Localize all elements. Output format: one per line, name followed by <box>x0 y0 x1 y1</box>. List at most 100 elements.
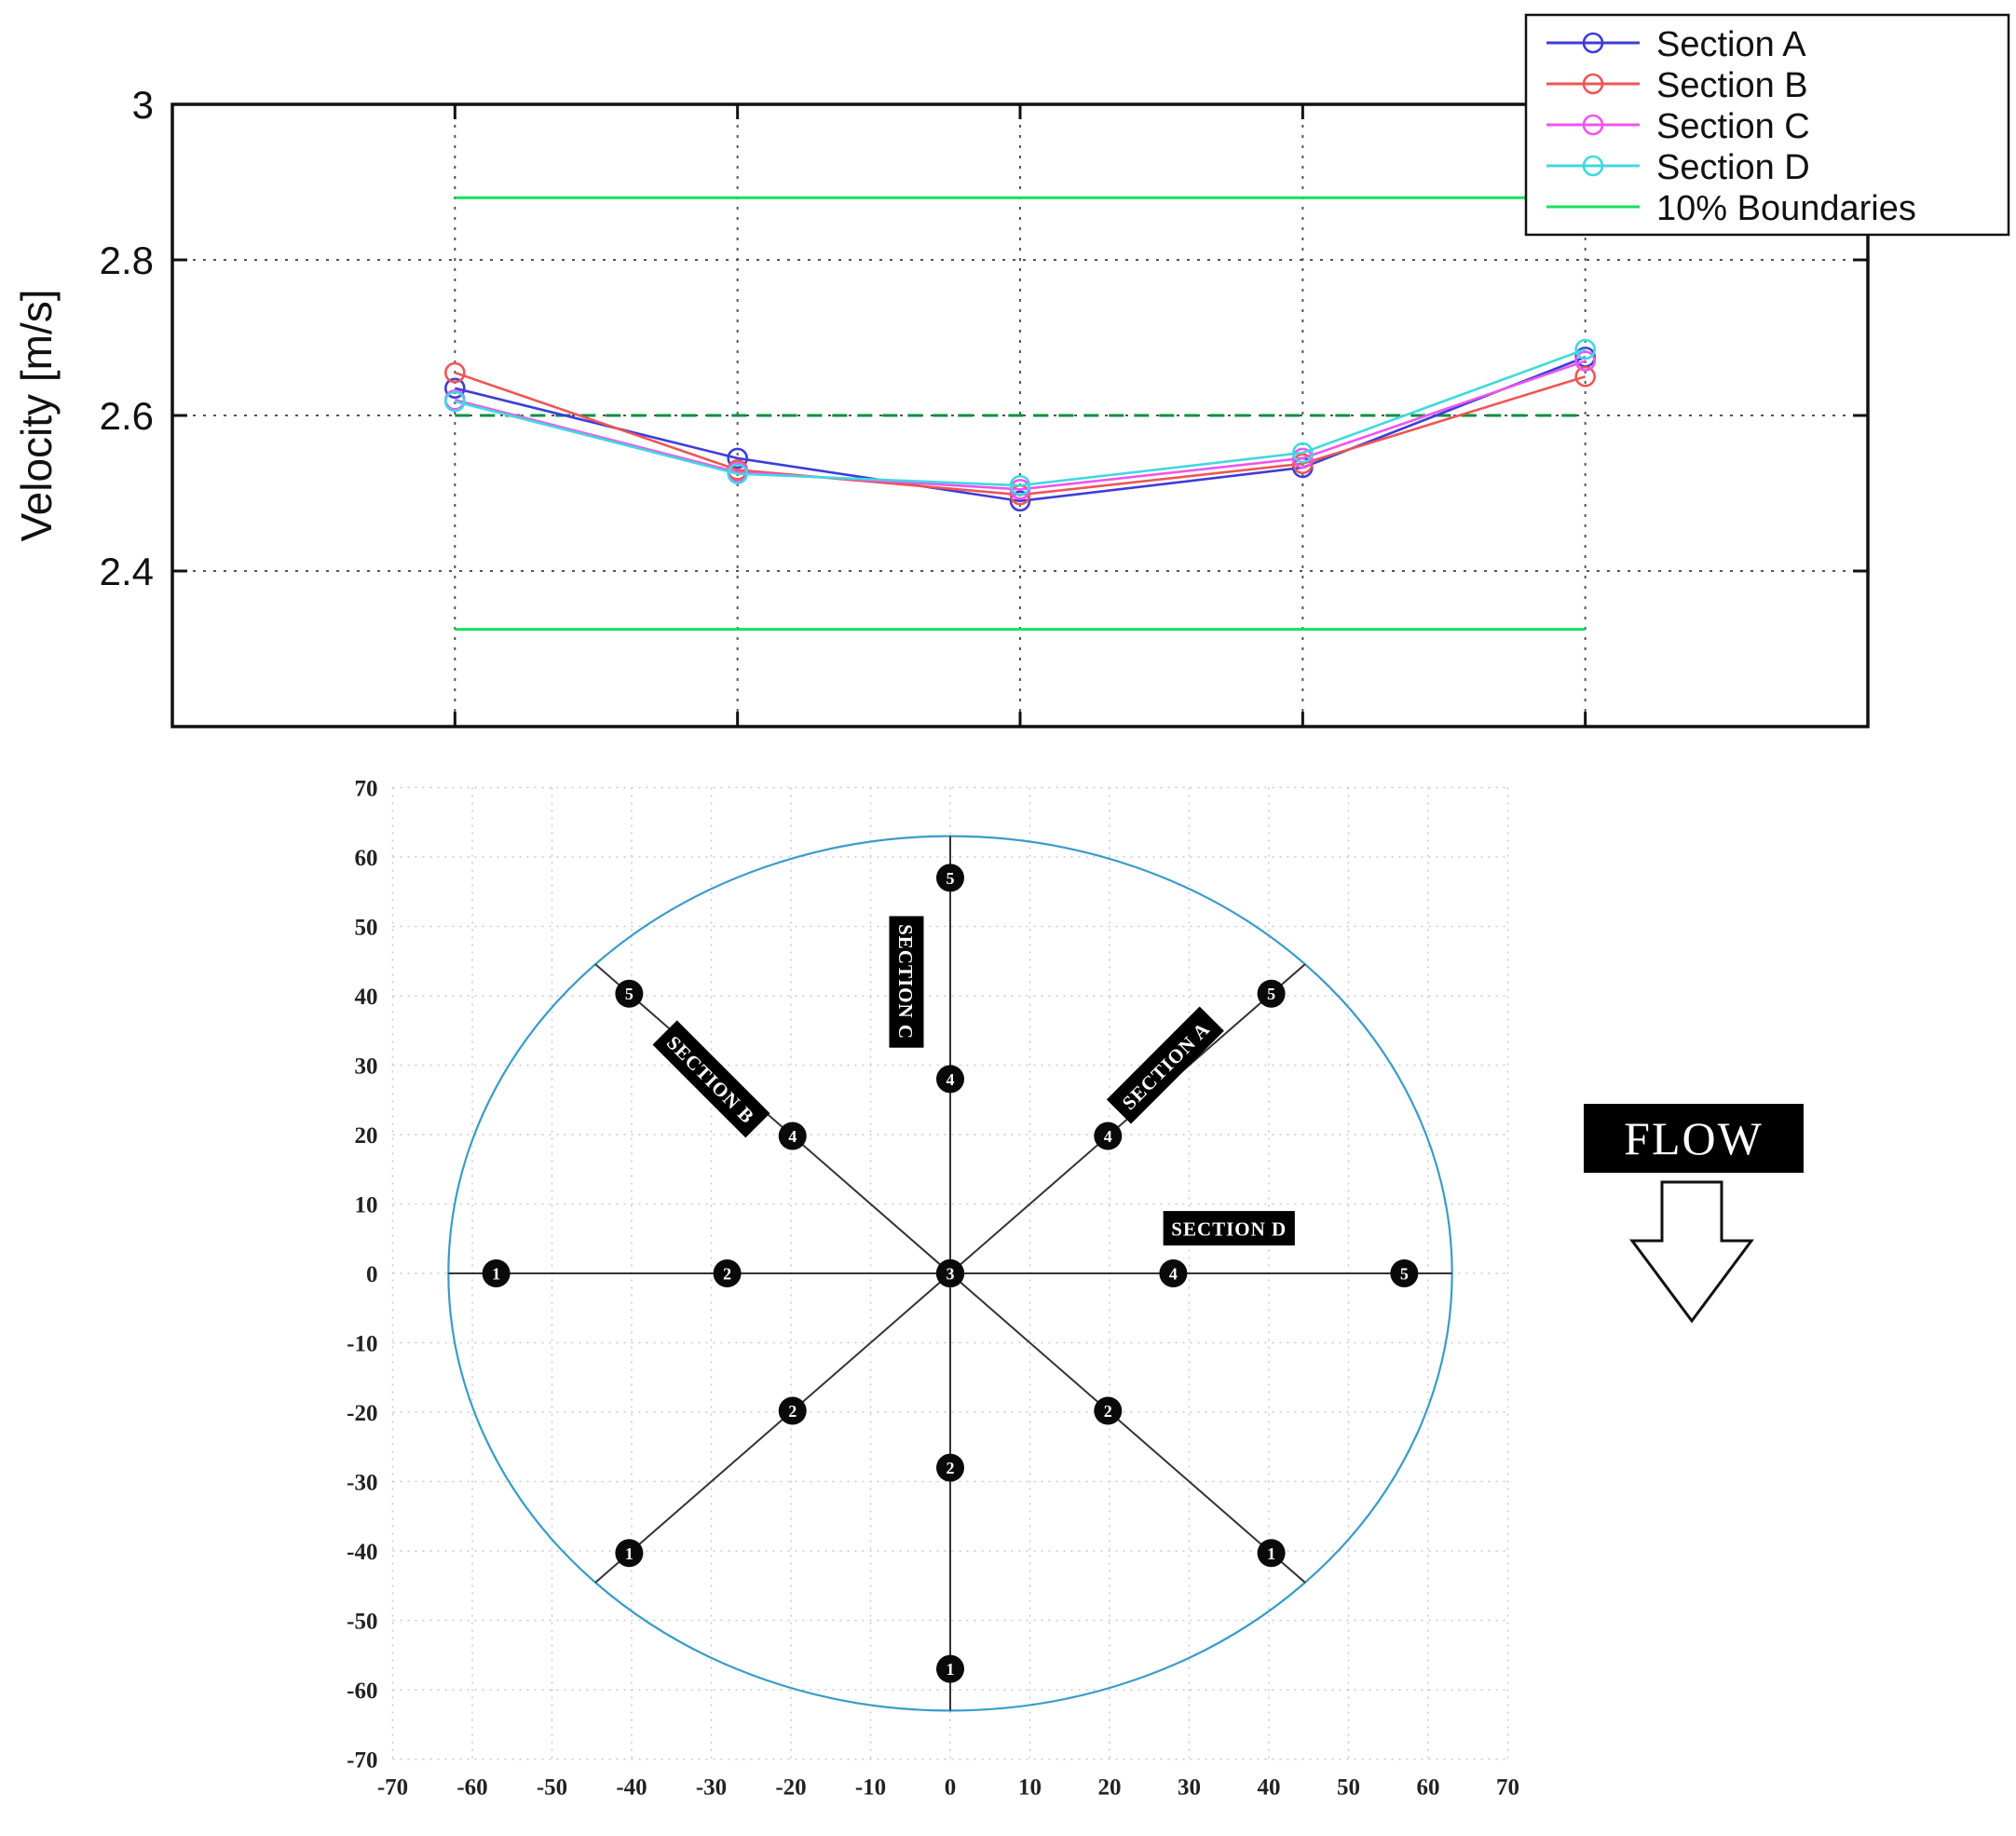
y-tick-label: 10 <box>355 1193 378 1218</box>
measure-point-number: 5 <box>1400 1265 1409 1284</box>
x-tick-label: 60 <box>1417 1775 1440 1801</box>
y-tick-label: 30 <box>355 1054 378 1080</box>
x-tick-label: 0 <box>945 1775 957 1801</box>
measure-point-number: 2 <box>947 1459 955 1477</box>
y-tick-label: -50 <box>347 1610 377 1635</box>
flow-label: FLOW <box>1584 1104 1804 1173</box>
section-label-text: SECTION B <box>662 1031 759 1128</box>
section-label: SECTION D <box>1163 1211 1295 1246</box>
measure-point <box>713 1259 742 1287</box>
x-tick-label: 10 <box>1018 1775 1042 1801</box>
series-marker <box>444 361 466 384</box>
y-tick-label: -70 <box>347 1748 377 1774</box>
measure-point-number: 5 <box>947 869 955 888</box>
section-label: SECTION B <box>652 1020 770 1138</box>
y-tick-label: 2.6 <box>100 394 154 438</box>
y-tick-label: -10 <box>347 1332 377 1357</box>
measure-point <box>936 1259 964 1287</box>
y-tick-label: 70 <box>355 777 378 802</box>
section-label-text: SECTION D <box>1171 1218 1287 1241</box>
series-line-4 <box>455 347 1587 487</box>
y-tick-label: 40 <box>355 985 378 1010</box>
x-tick-label: 40 <box>1258 1775 1281 1801</box>
legend-marker <box>1582 155 1604 177</box>
legend-marker <box>1582 114 1604 136</box>
series-marker <box>1292 453 1314 475</box>
series-marker <box>1009 474 1031 496</box>
y-axis-label: Velocity [m/s] <box>12 290 61 542</box>
x-tick-label: -20 <box>775 1775 806 1801</box>
y-tick-label: -40 <box>347 1540 377 1565</box>
measure-point <box>615 979 644 1008</box>
series-marker <box>444 390 466 413</box>
measure-point-number: 4 <box>947 1070 955 1089</box>
series-marker <box>1292 442 1314 464</box>
measure-point <box>778 1122 807 1150</box>
y-tick-label: 0 <box>366 1262 378 1287</box>
measure-point-number: 1 <box>947 1660 955 1679</box>
flow-label-text: FLOW <box>1624 1112 1764 1164</box>
measure-point-number: 1 <box>1267 1544 1275 1563</box>
measure-point <box>936 1453 964 1482</box>
y-tick-label: 50 <box>355 916 378 941</box>
measure-point <box>1094 1122 1123 1150</box>
y-tick-label: -20 <box>347 1401 377 1426</box>
measure-point-number: 3 <box>947 1265 955 1284</box>
measure-point-number: 4 <box>1169 1265 1178 1284</box>
x-tick-label: 20 <box>1098 1775 1122 1801</box>
measure-point <box>936 1065 964 1094</box>
measure-point-number: 2 <box>788 1402 797 1421</box>
series-marker <box>1009 490 1031 512</box>
legend-label: 10% Boundaries <box>1656 189 1916 228</box>
measure-point-number: 4 <box>1104 1127 1112 1146</box>
down-arrow-shape <box>1629 1180 1754 1324</box>
x-tick-label: -60 <box>456 1775 487 1801</box>
measure-point-number: 5 <box>1267 985 1275 1003</box>
measure-point-number: 1 <box>625 1544 633 1563</box>
section-label: SECTION C <box>889 916 924 1048</box>
x-tick-label: 50 <box>1337 1775 1360 1801</box>
y-tick-label: 20 <box>355 1123 378 1149</box>
series-marker <box>1292 447 1314 469</box>
y-tick-label: -60 <box>347 1679 377 1704</box>
series-line-1 <box>455 356 1587 503</box>
series-marker <box>727 463 748 484</box>
series-line-3 <box>455 360 1587 491</box>
section-label-box <box>1163 1211 1295 1246</box>
section-label-box <box>889 916 924 1048</box>
series-marker <box>727 447 748 469</box>
measure-point-number: 1 <box>492 1265 500 1284</box>
measure-point <box>615 1539 644 1568</box>
measure-point-number: 2 <box>723 1265 731 1284</box>
measure-point <box>1390 1259 1419 1287</box>
x-tick-label: -30 <box>696 1775 727 1801</box>
y-tick-label: -30 <box>347 1471 377 1496</box>
measure-point <box>1094 1396 1123 1425</box>
flow-arrow-icon <box>1629 1180 1754 1324</box>
x-tick-label: 30 <box>1178 1775 1201 1801</box>
x-tick-label: 70 <box>1496 1775 1519 1801</box>
y-tick-label: 2.8 <box>100 238 154 282</box>
series-marker <box>444 377 466 400</box>
x-tick-label: -50 <box>537 1775 567 1801</box>
measure-point-number: 2 <box>1104 1402 1112 1421</box>
section-label-box <box>1106 1006 1224 1124</box>
legend-label: Section A <box>1656 25 1806 64</box>
pipe-section-chart: -70-70 -60 -60 -50 -50 -40 -40 -30 -30 -20 -20 -10 -… <box>347 777 1519 1801</box>
measure-point <box>778 1396 807 1425</box>
x-tick-label: -70 <box>377 1775 408 1801</box>
measure-point <box>1257 979 1286 1008</box>
legend-label: Section B <box>1656 66 1808 105</box>
legend-label: Section D <box>1656 148 1810 187</box>
section-label-text: SECTION C <box>894 924 917 1040</box>
measure-point <box>482 1259 511 1287</box>
measure-point-number: 4 <box>788 1127 797 1146</box>
measure-point <box>936 1654 964 1683</box>
measure-point-number: 5 <box>625 985 633 1003</box>
plot-border <box>170 102 1870 728</box>
measure-point <box>1257 1539 1286 1568</box>
legend-label: Section C <box>1656 107 1810 146</box>
x-tick-label: -10 <box>855 1775 886 1801</box>
